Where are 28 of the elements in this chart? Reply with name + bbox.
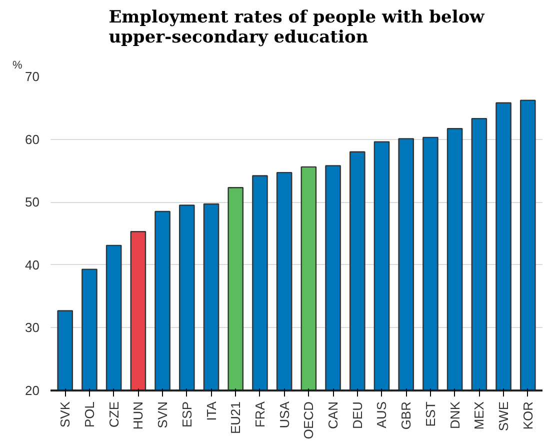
x-tick-label: EST — [422, 401, 438, 427]
x-tick-label: EU21 — [228, 401, 244, 434]
y-tick-label: 70 — [25, 69, 40, 84]
x-tick-label: CAN — [326, 401, 341, 429]
y-tick-label: 50 — [25, 194, 40, 210]
x-tick-label: AUS — [374, 401, 390, 428]
y-tick-label: 30 — [25, 320, 40, 336]
x-tick-label: ITA — [204, 401, 219, 421]
y-tick-label: 60 — [25, 132, 40, 147]
y-tick-label: 20 — [25, 383, 40, 398]
x-tick-label: KOR — [520, 402, 536, 430]
x-tick-label: SVK — [58, 401, 73, 428]
y-tick-label: 40 — [25, 257, 40, 272]
x-tick-label: HUN — [130, 401, 146, 430]
x-tick-label: DNK — [447, 401, 462, 429]
x-tick-label: CZE — [106, 401, 122, 428]
x-tick-label: OECD — [301, 401, 316, 440]
x-tick-label: MEX — [472, 401, 487, 430]
x-tick-label: GBR — [398, 402, 414, 430]
x-tick-label: POL — [82, 401, 97, 428]
x-tick-label: ESP — [179, 401, 194, 428]
chart-title: Employment rates of people with below upper-secondary education — [108, 8, 485, 48]
x-tick-label: FRA — [252, 401, 268, 428]
x-tick-label: DEU — [350, 401, 365, 429]
x-tick-label: USA — [276, 401, 292, 428]
y-axis-title: % — [12, 60, 22, 72]
x-tick-label: SWE — [496, 401, 512, 432]
x-tick-label: SVN — [155, 401, 170, 428]
